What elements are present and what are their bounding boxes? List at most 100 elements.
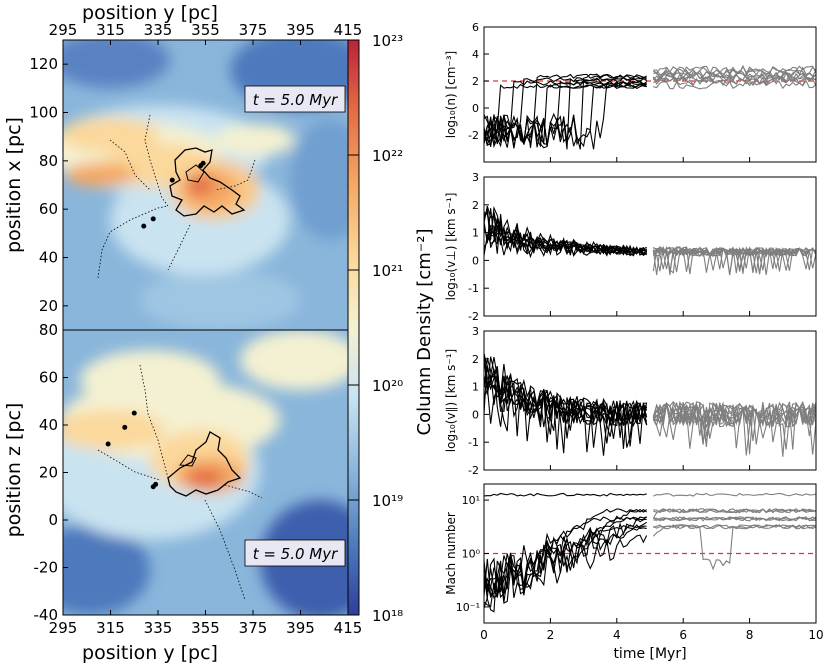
sink-tracks <box>97 114 256 279</box>
tracer-line-early <box>484 77 647 150</box>
tracer-line-late <box>653 516 816 522</box>
x-tick-label: 6 <box>679 628 687 642</box>
tracer-line-early <box>484 354 648 428</box>
y-tick-label: -2 <box>468 464 479 477</box>
y-tick-label: 3 <box>472 325 479 338</box>
x-tick-label: 8 <box>746 628 754 642</box>
y-axis-label-zy: position z [pc] <box>3 403 25 538</box>
map-panel-xy: t = 5.0 Myr 20 40 60 80 100 120 295 315 335 355 3… <box>3 2 362 331</box>
x-tick-label: 335 <box>144 21 173 39</box>
bottom-axis-label: position y [pc] <box>82 642 218 664</box>
y-axis-label: log₁₀(v∥) [km s⁻¹] <box>444 349 458 452</box>
x-tick-label: 315 <box>96 619 125 637</box>
sink-particle <box>131 410 137 416</box>
x-tick-label: 295 <box>49 21 78 39</box>
colorbar-tick-label: 10¹⁸ <box>372 607 403 625</box>
colorbar-tick-label: 10¹⁹ <box>372 492 403 510</box>
tracer-line-early <box>484 356 647 449</box>
x-tick-label: 355 <box>191 619 220 637</box>
y-tick-label: -40 <box>34 606 59 624</box>
tracer-line-late <box>652 402 816 447</box>
y-tick-label: 100 <box>29 104 58 122</box>
tracer-line-early <box>484 80 648 149</box>
x-tick-label: 295 <box>49 619 78 637</box>
tracer-line-late <box>652 245 816 275</box>
time-label-box: t = 5.0 Myr <box>244 85 346 113</box>
y-tick-label: 0 <box>472 254 479 267</box>
y-tick-label: 2 <box>472 199 479 212</box>
colorbar-tick-label: 10²¹ <box>372 262 403 280</box>
tracer-line-late <box>653 79 816 90</box>
y-tick-label: 80 <box>39 321 58 339</box>
x-ticks-top: 295 315 335 355 375 395 415 <box>49 21 362 45</box>
tracer-line-late <box>653 76 816 87</box>
tracer-line-late <box>652 401 816 449</box>
y-axis-label: log₁₀(v⊥) [km s⁻¹] <box>444 193 458 301</box>
colorbar-tick-label: 10²⁰ <box>372 377 403 395</box>
y-tick-label: 40 <box>39 249 58 267</box>
y-tick-label: 10¹ <box>462 494 480 507</box>
tracer-line-late <box>653 492 816 497</box>
y-tick-label: -20 <box>34 559 59 577</box>
tracer-line-early <box>484 208 647 256</box>
timeseries-panel: -2 -1 0 1 2 3 log₁₀(v∥) [km s⁻¹] <box>444 325 817 477</box>
tracer-line-early <box>484 205 647 256</box>
x-tick-label: 375 <box>239 21 268 39</box>
y-ticks-xy: 20 40 60 80 100 120 <box>29 55 68 315</box>
y-tick-label: 60 <box>39 200 58 218</box>
y-tick-label: -1 <box>468 436 479 449</box>
plot-area <box>484 27 816 162</box>
y-tick-label: 2 <box>472 75 479 88</box>
y-tick-label: 60 <box>39 369 58 387</box>
y-tick-label: 20 <box>39 464 58 482</box>
y-tick-label: 10⁻¹ <box>456 601 480 614</box>
sink-particle <box>141 223 147 229</box>
tracer-line-late <box>652 71 816 82</box>
y-tick-label: 0 <box>472 102 479 115</box>
tracer-line-early <box>484 83 647 147</box>
y-tick-label: -1 <box>468 282 479 295</box>
time-label: t = 5.0 Myr <box>253 545 338 563</box>
map-panel-zy: t = 5.0 Myr -40 -20 0 20 40 60 80 295 315 335 355… <box>3 321 362 664</box>
y-tick-label: 3 <box>472 171 479 184</box>
y-tick-label: 120 <box>29 55 58 73</box>
series-group <box>484 492 816 613</box>
colorbar-tick-label: 10²² <box>372 147 403 165</box>
x-tick-label: 315 <box>96 21 125 39</box>
y-tick-label: 10⁰ <box>462 548 481 561</box>
tracer-line-early <box>484 353 648 453</box>
tracer-line-early <box>484 492 647 497</box>
tracer-line-early <box>484 534 648 599</box>
x-tick-label: 2 <box>547 628 555 642</box>
colorbar-gradient <box>347 39 360 616</box>
y-tick-label: 40 <box>39 416 58 434</box>
tracer-line-late <box>652 401 816 450</box>
tracer-line-late <box>652 246 816 275</box>
x-tick-label: 10 <box>808 628 823 642</box>
sink-particle <box>200 160 206 166</box>
series-group <box>484 205 816 276</box>
tracer-line-late <box>653 508 816 514</box>
colorbar-label: Column Density [cm⁻²] <box>414 229 435 436</box>
tracer-line-late <box>653 65 816 76</box>
series-group <box>484 353 816 457</box>
x-tick-label: 395 <box>286 21 315 39</box>
x-axis-label: time [Myr] <box>613 646 686 662</box>
tracer-line-early <box>484 218 648 256</box>
time-label: t = 5.0 Myr <box>253 91 338 109</box>
sink-particle <box>153 481 159 487</box>
colorbar: 10¹⁸ 10¹⁹ 10²⁰ 10²¹ 10²² 10²³ Column Density … <box>347 32 435 625</box>
y-axis-label-xy: position x [pc] <box>3 117 25 253</box>
timeseries-panels: -2 0 2 4 6 log₁₀(n) [cm⁻³] -2 -1 0 1 2 3 log₁₀(v⊥) [… <box>444 21 824 662</box>
y-tick-label: 4 <box>472 48 479 61</box>
tracer-line-late <box>653 516 816 522</box>
time-label-box: t = 5.0 Myr <box>244 539 346 567</box>
tracer-line-late <box>652 524 816 537</box>
tracer-line-late <box>652 245 816 275</box>
tracer-line-late <box>653 68 816 78</box>
colorbar-tick-label: 10²³ <box>372 32 403 50</box>
plot-frame <box>483 176 817 317</box>
y-tick-label: 2 <box>472 353 479 366</box>
density-contour <box>167 431 242 497</box>
